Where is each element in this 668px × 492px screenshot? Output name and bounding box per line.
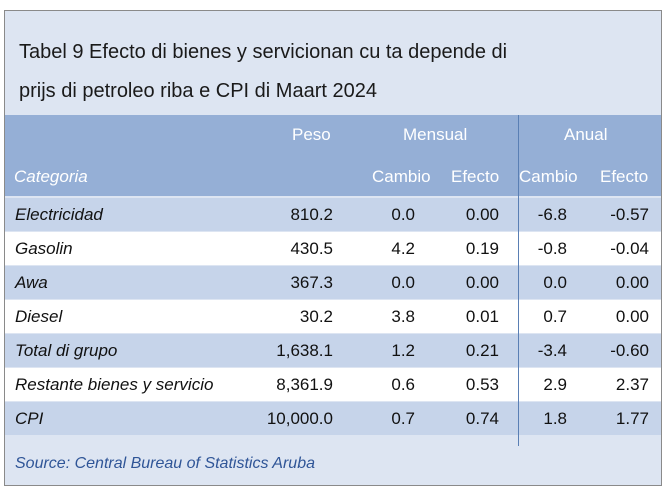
row-peso: 8,361.9	[276, 375, 333, 394]
row-categoria: Electricidad	[15, 205, 103, 224]
table-row: Electricidad 810.2 0.0 0.00 -6.8 -0.57	[5, 198, 661, 231]
row-efecto-anual: -0.04	[610, 239, 649, 258]
row-efecto-mensual: 0.19	[465, 239, 499, 258]
row-cambio-mensual: 1.2	[391, 341, 415, 360]
row-efecto-anual: 0.00	[615, 307, 649, 326]
row-cambio-anual: 0.0	[543, 273, 567, 292]
header-categoria: Categoria	[14, 167, 88, 186]
row-cambio-mensual: 0.7	[391, 409, 415, 428]
row-efecto-mensual: 0.53	[465, 375, 499, 394]
table-header: Peso Mensual Anual Categoria Cambio Efec…	[5, 115, 661, 196]
table-row: Total di grupo 1,638.1 1.2 0.21 -3.4 -0.…	[5, 334, 661, 367]
table-frame: Tabel 9 Efecto di bienes y servicionan c…	[4, 10, 662, 486]
table-row: Gasolin 430.5 4.2 0.19 -0.8 -0.04	[5, 232, 661, 265]
row-cambio-anual: 0.7	[543, 307, 567, 326]
row-peso: 10,000.0	[266, 409, 333, 428]
row-efecto-anual: 0.00	[615, 273, 649, 292]
row-categoria: Gasolin	[15, 239, 73, 258]
row-efecto-mensual: 0.01	[465, 307, 499, 326]
table-row: Awa 367.3 0.0 0.00 0.0 0.00	[5, 266, 661, 299]
row-efecto-anual: -0.60	[610, 341, 649, 360]
header-anual: Anual	[564, 125, 608, 144]
title-line-1: Tabel 9 Efecto di bienes y servicionan c…	[19, 41, 508, 63]
row-cambio-anual: -6.8	[537, 205, 567, 224]
row-cambio-anual: -3.4	[537, 341, 567, 360]
row-efecto-mensual: 0.00	[465, 205, 499, 224]
row-peso: 367.3	[290, 273, 333, 292]
table-row: Restante bienes y servicio 8,361.9 0.6 0…	[5, 368, 661, 401]
source-note: Source: Central Bureau of Statistics Aru…	[15, 455, 315, 472]
header-peso: Peso	[292, 125, 331, 144]
row-cambio-mensual: 3.8	[391, 307, 415, 326]
column-divider	[518, 115, 519, 446]
row-categoria: Restante bienes y servicio	[15, 375, 214, 394]
row-efecto-anual: 2.37	[615, 375, 649, 394]
row-efecto-mensual: 0.74	[465, 409, 499, 428]
row-peso: 430.5	[290, 239, 333, 258]
row-peso: 1,638.1	[276, 341, 333, 360]
row-efecto-mensual: 0.00	[465, 273, 499, 292]
table-row: Diesel 30.2 3.8 0.01 0.7 0.00	[5, 300, 661, 333]
row-categoria: Diesel	[15, 307, 63, 326]
row-peso: 810.2	[290, 205, 333, 224]
header-efecto-mensual: Efecto	[451, 167, 500, 186]
row-categoria: Awa	[15, 273, 48, 292]
row-cambio-anual: 1.8	[543, 409, 567, 428]
row-efecto-anual: -0.57	[610, 205, 649, 224]
title-line-2: prijs di petroleo riba e CPI di Maart 20…	[19, 80, 377, 102]
row-cambio-anual: 2.9	[543, 375, 567, 394]
table-title: Tabel 9 Efecto di bienes y servicionan c…	[19, 33, 507, 111]
table-row: CPI 10,000.0 0.7 0.74 1.8 1.77	[5, 402, 661, 435]
row-peso: 30.2	[299, 307, 333, 326]
row-cambio-mensual: 0.0	[391, 205, 415, 224]
header-cambio-anual: Cambio	[519, 167, 578, 186]
header-mensual: Mensual	[403, 125, 468, 144]
header-cambio-mensual: Cambio	[372, 167, 431, 186]
row-cambio-mensual: 4.2	[391, 239, 415, 258]
row-efecto-anual: 1.77	[615, 409, 649, 428]
row-categoria: Total di grupo	[15, 341, 118, 360]
row-cambio-anual: -0.8	[537, 239, 567, 258]
row-efecto-mensual: 0.21	[465, 341, 499, 360]
header-efecto-anual: Efecto	[600, 167, 649, 186]
row-categoria: CPI	[15, 409, 44, 428]
row-cambio-mensual: 0.0	[391, 273, 415, 292]
row-cambio-mensual: 0.6	[391, 375, 415, 394]
